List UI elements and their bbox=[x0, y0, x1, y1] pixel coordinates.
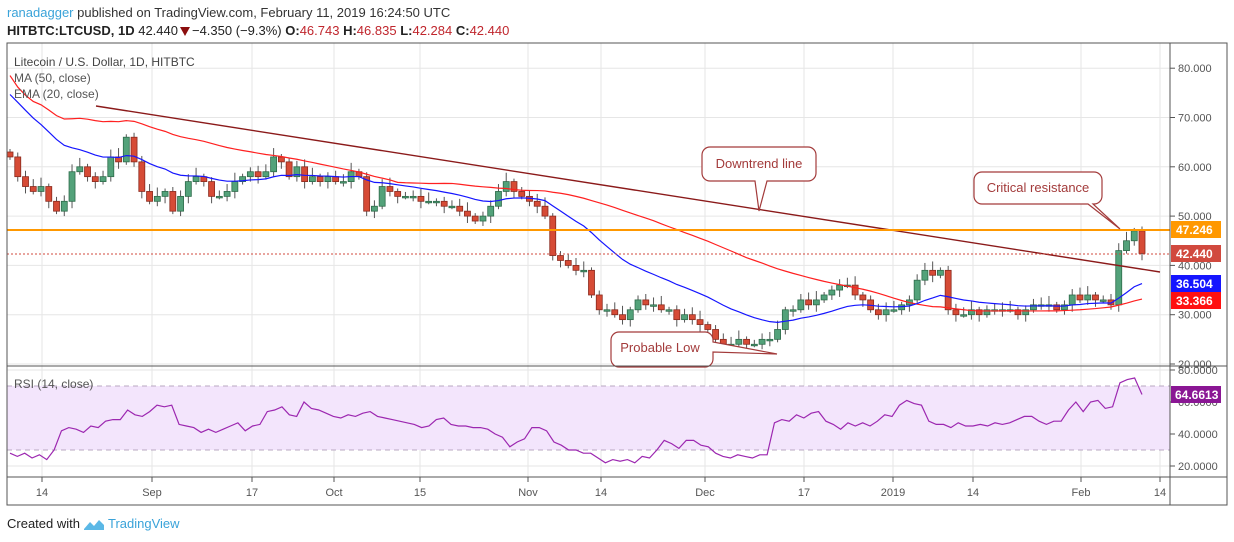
publish-info: ranadagger published on TradingView.com,… bbox=[7, 5, 450, 20]
downtrend-callout[interactable]: Downtrend line bbox=[701, 146, 817, 212]
svg-text:64.6613: 64.6613 bbox=[1175, 388, 1219, 402]
chart-frame bbox=[6, 42, 1228, 506]
svg-text:Dec: Dec bbox=[695, 487, 715, 499]
svg-text:Downtrend line: Downtrend line bbox=[716, 156, 803, 171]
probable-low-callout[interactable]: Probable Low bbox=[610, 331, 778, 368]
svg-text:50.000: 50.000 bbox=[1178, 211, 1212, 223]
last-price-tag: 42.440 bbox=[1171, 245, 1221, 262]
high-value: 46.835 bbox=[356, 23, 397, 38]
symbol: HITBTC:LTCUSD, 1D bbox=[7, 23, 135, 38]
svg-text:Oct: Oct bbox=[325, 487, 342, 499]
downtrend-line bbox=[95, 105, 1161, 273]
svg-text:70.000: 70.000 bbox=[1178, 113, 1212, 125]
svg-text:17: 17 bbox=[798, 487, 810, 499]
svg-text:30.000: 30.000 bbox=[1178, 310, 1212, 322]
chart-title: Litecoin / U.S. Dollar, 1D, HITBTC bbox=[14, 55, 195, 69]
svg-text:80.0000: 80.0000 bbox=[1178, 365, 1218, 377]
svg-text:60.000: 60.000 bbox=[1178, 162, 1212, 174]
svg-text:14: 14 bbox=[36, 487, 48, 499]
rsi-line bbox=[9, 377, 1143, 464]
candlesticks bbox=[6, 132, 1146, 352]
svg-text:36.504: 36.504 bbox=[1176, 277, 1213, 291]
svg-text:17: 17 bbox=[246, 487, 258, 499]
svg-text:Sep: Sep bbox=[142, 487, 162, 499]
svg-text:14: 14 bbox=[595, 487, 607, 499]
ema-legend[interactable]: EMA (20, close) bbox=[14, 87, 99, 101]
open-value: 46.743 bbox=[299, 23, 340, 38]
svg-text:42.440: 42.440 bbox=[1176, 247, 1213, 261]
rsi-tag: 64.6613 bbox=[1171, 386, 1221, 403]
ema-tag: 36.504 bbox=[1171, 275, 1221, 292]
critical-resistance-callout[interactable]: Critical resistance bbox=[973, 171, 1121, 230]
svg-text:14: 14 bbox=[967, 487, 979, 499]
svg-text:2019: 2019 bbox=[881, 487, 905, 499]
svg-text:47.246: 47.246 bbox=[1176, 223, 1213, 237]
rsi-legend[interactable]: RSI (14, close) bbox=[14, 377, 93, 391]
svg-text:15: 15 bbox=[414, 487, 426, 499]
axes: 14 Sep 17 Oct 15 Nov 14 Dec 17 2019 14 Feb 14 20.000 3… bbox=[36, 63, 1218, 499]
published-text: published on TradingView.com, February 1… bbox=[73, 5, 451, 20]
svg-text:33.366: 33.366 bbox=[1176, 294, 1213, 308]
svg-text:Critical resistance: Critical resistance bbox=[987, 180, 1090, 195]
svg-text:Feb: Feb bbox=[1072, 487, 1091, 499]
resistance-tag: 47.246 bbox=[1171, 221, 1221, 238]
low-value: 42.284 bbox=[412, 23, 453, 38]
down-arrow-icon bbox=[179, 27, 190, 37]
svg-text:Probable Low: Probable Low bbox=[620, 340, 700, 355]
svg-text:20.0000: 20.0000 bbox=[1178, 461, 1218, 473]
svg-text:40.000: 40.000 bbox=[1178, 260, 1212, 272]
ma-tag: 33.366 bbox=[1171, 292, 1221, 309]
author-link[interactable]: ranadagger bbox=[7, 5, 74, 20]
svg-text:Nov: Nov bbox=[518, 487, 538, 499]
svg-text:40.0000: 40.0000 bbox=[1178, 429, 1218, 441]
ma-50-line bbox=[9, 75, 1143, 312]
ma-legend[interactable]: MA (50, close) bbox=[14, 71, 91, 85]
symbol-info: HITBTC:LTCUSD, 1D 42.440 −4.350 (−9.3%) O… bbox=[7, 23, 510, 38]
svg-text:20.000: 20.000 bbox=[1178, 359, 1212, 371]
close-value: 42.440 bbox=[469, 23, 510, 38]
tradingview-link[interactable]: TradingView bbox=[107, 516, 180, 531]
svg-text:14: 14 bbox=[1154, 487, 1166, 499]
price-change: −4.350 (−9.3%) bbox=[191, 23, 282, 38]
rsi-band bbox=[7, 386, 1170, 450]
svg-text:80.000: 80.000 bbox=[1178, 63, 1212, 75]
tradingview-logo-icon bbox=[83, 519, 104, 530]
ema-20-line bbox=[9, 94, 1143, 324]
last-price: 42.440 bbox=[138, 23, 178, 38]
footer: Created with TradingView bbox=[7, 516, 180, 531]
